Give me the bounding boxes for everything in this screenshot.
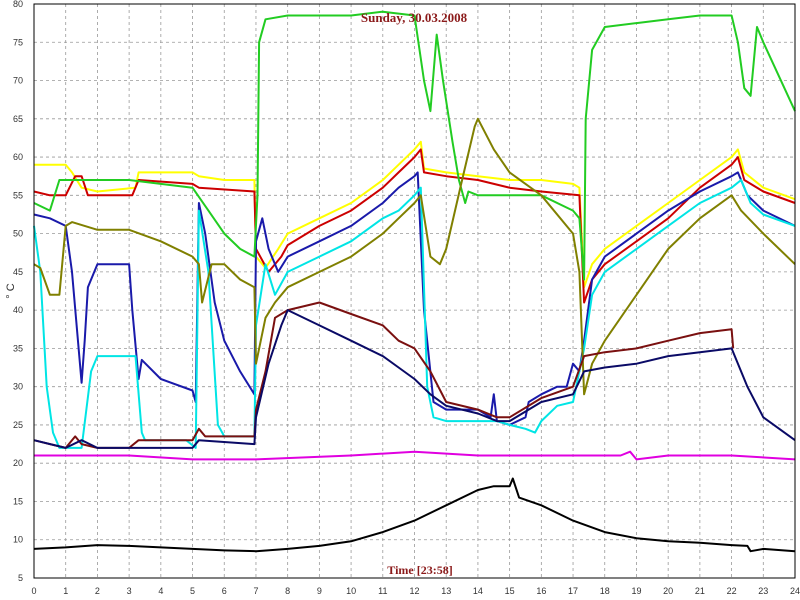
x-tick-label: 13 (441, 586, 451, 596)
x-tick-label: 12 (409, 586, 419, 596)
x-tick-label: 17 (568, 586, 578, 596)
y-tick-label: 25 (13, 420, 23, 430)
series-line-1 (34, 140, 796, 289)
x-tick-label: 7 (253, 586, 258, 596)
y-tick-label: 10 (13, 535, 23, 545)
y-tick-label: 80 (13, 0, 23, 9)
series-line-4 (33, 179, 796, 449)
y-tick-label: 30 (13, 382, 23, 392)
series-line-5 (33, 10, 796, 281)
x-tick-label: 16 (536, 586, 546, 596)
y-tick-label: 50 (13, 229, 23, 239)
series-line-3 (33, 171, 796, 426)
x-tick-labels: 0 1 2 3 4 5 6 7 8 9 10 11 12 13 14 15 16 17 18 19 20 21 22 23 24 (31, 586, 800, 596)
series-line-2 (33, 148, 796, 304)
x-tick-label: 14 (473, 586, 483, 596)
plot-frame (33, 3, 796, 579)
y-tick-label: 55 (13, 190, 23, 200)
x-tick-label: 23 (758, 586, 768, 596)
series-line-8 (33, 309, 796, 449)
x-tick-label: 3 (127, 586, 132, 596)
y-tick-label: 35 (13, 343, 23, 353)
x-tick-label: 1 (63, 586, 68, 596)
x-tick-label: 2 (95, 586, 100, 596)
series-line-6 (33, 117, 796, 396)
series-line-9 (34, 450, 796, 461)
x-tick-label: 6 (222, 586, 227, 596)
x-tick-label: 19 (631, 586, 641, 596)
y-tick-labels: 5 10 15 20 25 30 35 40 45 50 55 60 65 70 75 80 (13, 0, 23, 583)
x-tick-label: 18 (600, 586, 610, 596)
x-tick-label: 20 (663, 586, 673, 596)
x-tick-label: 9 (317, 586, 322, 596)
y-tick-label: 60 (13, 152, 23, 162)
y-tick-label: 40 (13, 305, 23, 315)
chart-title: Sunday, 30.03.2008 (361, 10, 468, 25)
y-tick-label: 70 (13, 76, 23, 86)
y-tick-label: 65 (13, 114, 23, 124)
series-lines (33, 10, 796, 553)
series-line-10 (33, 477, 796, 553)
y-tick-label: 45 (13, 267, 23, 277)
plot-background (34, 4, 795, 578)
x-tick-label: 5 (190, 586, 195, 596)
x-tick-label: 10 (346, 586, 356, 596)
y-tick-label: 20 (13, 458, 23, 468)
x-axis-label: Time [23:58] (387, 563, 452, 577)
x-tick-label: 11 (378, 586, 387, 596)
x-tick-label: 4 (158, 586, 163, 596)
x-tick-label: 21 (695, 586, 705, 596)
y-tick-label: 15 (13, 496, 23, 506)
y-tick-label: 75 (13, 37, 23, 47)
x-tick-label: 8 (285, 586, 290, 596)
x-tick-label: 22 (727, 586, 737, 596)
y-axis-label: ° C (5, 283, 17, 298)
x-tick-label: 15 (505, 586, 515, 596)
x-tick-label: 24 (790, 586, 800, 596)
x-tick-label: 0 (31, 586, 36, 596)
y-tick-label: 5 (18, 573, 23, 583)
